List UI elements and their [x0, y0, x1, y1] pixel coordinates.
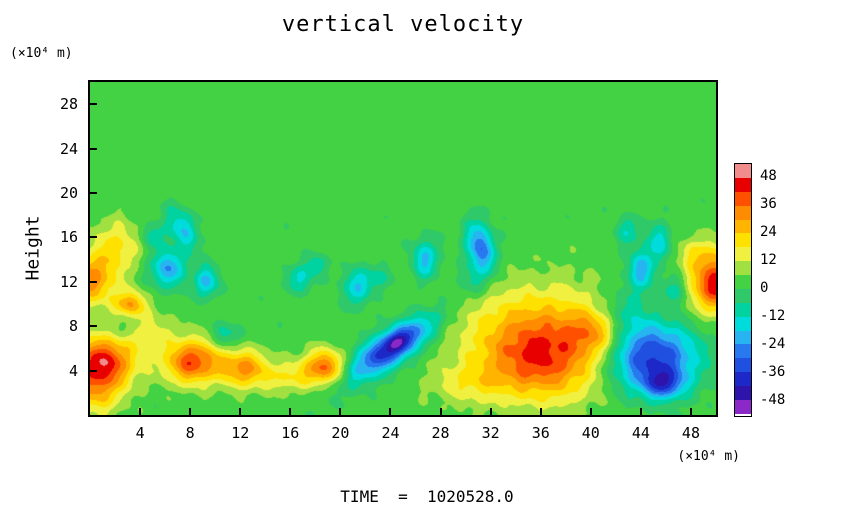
y-tick-mark — [90, 147, 97, 150]
x-tick-mark — [189, 408, 192, 415]
x-tick-label: 16 — [281, 424, 300, 442]
colorbar-segment — [735, 372, 751, 386]
x-tick-mark — [639, 408, 642, 415]
colorbar-tick-label: 12 — [760, 252, 777, 268]
colorbar-segment — [735, 191, 751, 206]
colorbar-segment — [735, 330, 751, 345]
y-axis-label: Height — [22, 215, 44, 281]
x-tick-mark — [489, 408, 492, 415]
x-tick-mark — [139, 408, 142, 415]
y-tick-mark — [90, 103, 97, 106]
x-tick-label: 28 — [431, 424, 450, 442]
y-tick-mark — [90, 369, 97, 372]
x-tick-label: 36 — [531, 424, 550, 442]
x-tick-label: 8 — [185, 424, 195, 442]
contour-field-canvas — [90, 82, 716, 415]
y-tick-label: 28 — [59, 95, 78, 114]
y-tick-mark — [90, 192, 97, 194]
colorbar-tick-label: -48 — [760, 392, 786, 408]
y-tick-label: 4 — [68, 361, 78, 380]
colorbar-segment — [735, 177, 751, 192]
colorbar-tick-label: -12 — [760, 308, 786, 324]
x-tick-label: 48 — [681, 424, 700, 442]
colorbar-segment — [735, 288, 751, 303]
chart-title: vertical velocity — [281, 12, 525, 37]
x-tick-label: 44 — [631, 424, 650, 442]
x-tick-mark — [389, 408, 392, 415]
y-tick-mark — [90, 325, 97, 328]
colorbar-segment — [735, 316, 751, 331]
y-tick-label: 12 — [59, 272, 78, 291]
colorbar-segment — [735, 386, 751, 400]
y-tick-label: 8 — [68, 317, 78, 336]
colorbar-tick-label: 24 — [760, 224, 777, 240]
colorbar-segment — [735, 164, 751, 178]
colorbar-tick-label: 0 — [760, 280, 769, 296]
x-tick-mark — [439, 408, 442, 415]
y-tick-label: 16 — [59, 228, 78, 247]
x-tick-label: 32 — [481, 424, 500, 442]
colorbar: 48 36 24 12 0 -12 -24 -36 -48 — [734, 163, 785, 417]
y-tick-mark — [90, 236, 97, 239]
colorbar-segment — [735, 275, 751, 289]
x-tick-mark — [539, 408, 542, 415]
colorbar-segments — [734, 163, 752, 417]
y-tick-label: 24 — [59, 139, 78, 158]
plot-area — [88, 80, 718, 417]
colorbar-tick-label: 36 — [760, 196, 777, 212]
x-tick-mark — [689, 408, 692, 415]
x-tick-label: 24 — [381, 424, 400, 442]
x-tick-mark — [589, 408, 592, 415]
colorbar-segment — [735, 219, 751, 234]
x-tick-label: 12 — [231, 424, 250, 442]
colorbar-segment — [735, 344, 751, 359]
colorbar-tick-label: -24 — [760, 336, 786, 352]
colorbar-tick-label: -36 — [760, 364, 786, 380]
x-tick-mark — [289, 408, 292, 415]
colorbar-segment — [735, 233, 751, 248]
colorbar-tick-label: 48 — [760, 168, 777, 184]
x-tick-label: 20 — [331, 424, 350, 442]
x-tick-label: 40 — [581, 424, 600, 442]
colorbar-segment — [735, 358, 751, 373]
colorbar-segment — [735, 261, 751, 275]
x-tick-mark — [339, 408, 342, 415]
time-label: TIME = 1020528.0 — [340, 487, 514, 506]
y-tick-mark — [90, 280, 97, 283]
x-tick-label: 4 — [135, 424, 145, 442]
colorbar-segment — [735, 247, 751, 262]
x-tick-mark — [239, 408, 242, 415]
colorbar-segment — [735, 302, 751, 317]
colorbar-segment — [735, 399, 751, 414]
colorbar-segment — [735, 205, 751, 220]
y-tick-label: 20 — [59, 184, 78, 202]
x-axis-unit-label: (×10⁴ m) — [677, 449, 740, 464]
y-axis-unit-label: (×10⁴ m) — [10, 46, 73, 61]
